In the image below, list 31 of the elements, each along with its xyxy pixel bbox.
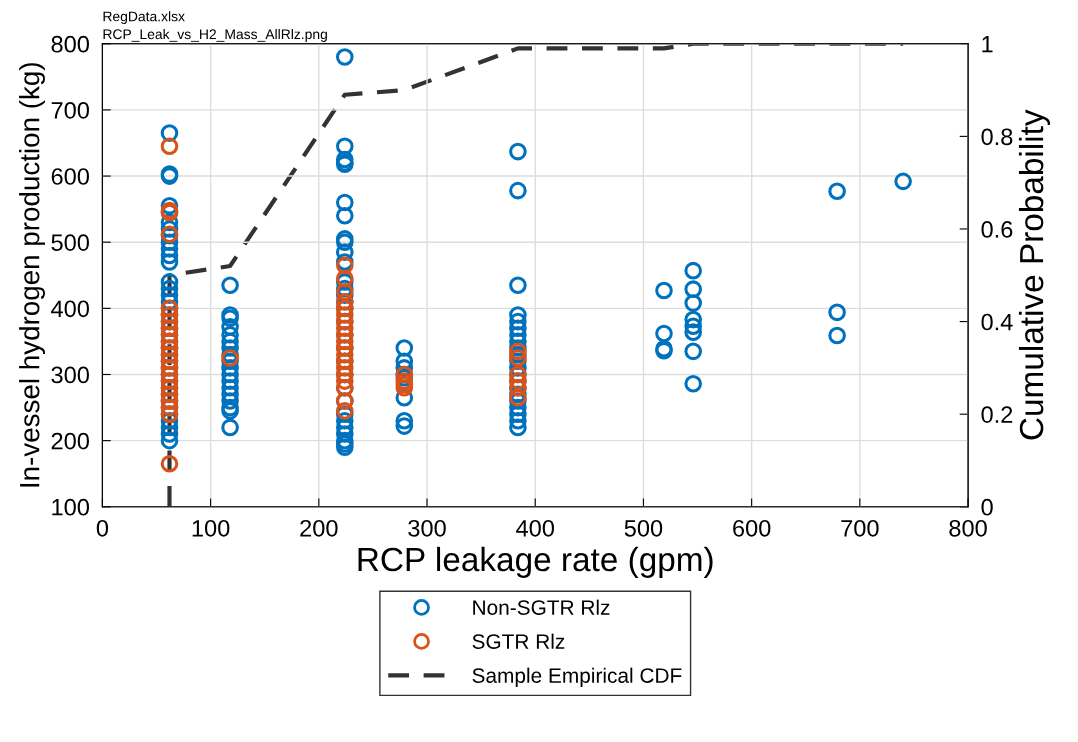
y2-tick-label: 0.2 (981, 406, 1013, 423)
y2-tick-label: 0 (981, 498, 993, 516)
x-tick-label: 500 (624, 519, 663, 537)
y-tick-label: 700 (51, 101, 89, 119)
x-tick-label: 200 (300, 519, 338, 537)
y2-tick-label: 0.4 (981, 313, 1013, 331)
y2-tick-label: 0.8 (981, 128, 1013, 146)
x-tick-label: 100 (192, 519, 230, 537)
x-tick-label: 400 (516, 519, 554, 537)
y-tick-label: 100 (52, 498, 89, 516)
x-axis-title: RCP leakage rate (gpm) (358, 546, 713, 578)
y-tick-label: 400 (51, 300, 89, 318)
x-tick-label: 300 (408, 519, 446, 537)
y-tick-label: 300 (51, 366, 89, 384)
legend-label: Non-SGTR Rlz (473, 599, 610, 615)
y-axis-title: In-vessel hydrogen production (kg) (19, 63, 45, 487)
y-tick-label: 600 (51, 168, 89, 185)
x-tick-label: 700 (841, 519, 879, 537)
y-tick-label: 800 (51, 35, 89, 53)
text: RCP_Leak_vs_H2_Mass_AllRlz.png (103, 28, 327, 42)
y2-tick-label: 0.6 (981, 221, 1013, 238)
y2-tick-label: 1 (982, 36, 993, 53)
legend-label: Sample Empirical CDF (472, 667, 682, 688)
x-tick-label: 0 (96, 519, 109, 537)
text: RegData.xlsx (103, 11, 185, 25)
legend-label: SGTR Rlz (472, 633, 565, 649)
y2-axis-title: Cumulative Probability (1018, 109, 1050, 440)
x-tick-label: 600 (733, 519, 771, 537)
x-tick-label: 800 (949, 519, 987, 537)
y-tick-label: 200 (51, 432, 89, 450)
y-tick-label: 500 (51, 234, 89, 251)
